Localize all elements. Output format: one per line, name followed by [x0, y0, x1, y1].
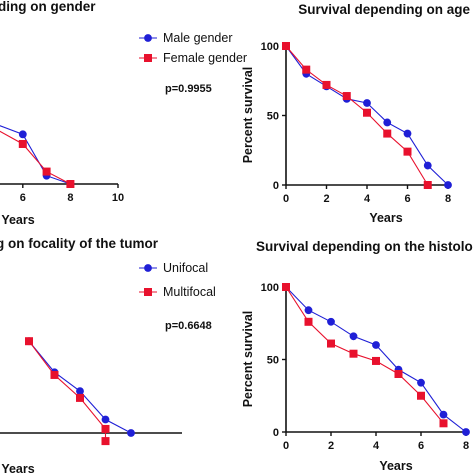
data-point [322, 80, 331, 89]
chart-title: g on focality of the tumor [0, 236, 159, 251]
data-point [372, 356, 380, 365]
data-point [342, 92, 351, 101]
data-point [101, 424, 110, 433]
x-tick-label: 4 [364, 193, 371, 205]
data-point [66, 180, 75, 188]
data-point [25, 337, 33, 346]
data-point [76, 393, 84, 402]
data-point [403, 129, 412, 138]
chart-panel-4: 0 2 4 6 8 0 50 100 Survival depending on the his… [241, 239, 473, 473]
data-point [444, 181, 452, 189]
x-axis-label: Years [1, 213, 34, 227]
chart-title: Survival depending on the histolo [256, 239, 473, 254]
data-point [417, 378, 425, 387]
y-tick-label: 50 [267, 111, 279, 123]
data-point [18, 139, 27, 148]
series-line-2 [0, 130, 71, 185]
x-tick-label: 6 [404, 193, 410, 205]
y-tick-label: 100 [261, 41, 279, 53]
chart-title: pending on gender [0, 0, 96, 14]
p-value-label: p=0.6648 [165, 320, 212, 332]
chart-panel-2: 0 2 4 6 8 0 50 100 Survival depending on age Year… [241, 2, 470, 225]
data-point [304, 317, 313, 326]
data-point [439, 419, 448, 428]
data-point [372, 341, 380, 349]
legend-marker [144, 264, 152, 272]
data-point [394, 370, 403, 378]
legend-marker [144, 34, 152, 42]
data-point [349, 349, 358, 358]
y-tick-label: 100 [261, 282, 279, 294]
data-point [423, 161, 432, 170]
x-axis-label: Years [369, 211, 402, 225]
data-point [439, 410, 448, 419]
series-line-1 [28, 340, 132, 434]
x-tick-label: 0 [283, 193, 289, 205]
y-tick-label: 0 [273, 427, 279, 439]
x-tick-label: 8 [445, 193, 451, 205]
legend-marker [144, 54, 152, 62]
x-tick-label: 0 [283, 440, 289, 452]
data-point [462, 428, 470, 436]
legend-label: Female gender [163, 51, 247, 65]
data-point [304, 306, 313, 315]
x-tick-label: 2 [328, 440, 334, 452]
x-tick-label: 4 [373, 440, 380, 452]
x-tick-label: 6 [20, 192, 26, 204]
y-tick-label: 0 [273, 180, 279, 192]
data-point [101, 415, 110, 424]
data-point [42, 167, 51, 176]
legend-marker [144, 288, 152, 296]
data-point [327, 339, 335, 348]
p-value-label: p=0.9955 [165, 83, 212, 95]
x-tick-label: 10 [112, 192, 124, 204]
y-tick-label: 50 [267, 355, 279, 367]
data-point [127, 429, 135, 437]
data-point [417, 391, 425, 400]
data-point [423, 181, 432, 189]
data-point [363, 108, 371, 117]
data-point [383, 118, 392, 127]
data-point [18, 130, 27, 139]
x-tick-label: 8 [67, 192, 73, 204]
y-axis-label: Percent survival [241, 67, 255, 164]
data-point [349, 332, 358, 341]
series-line-2 [28, 340, 107, 442]
data-point [101, 437, 110, 446]
data-point [50, 370, 59, 379]
y-axis-label: Percent survival [241, 311, 255, 408]
data-point [327, 317, 335, 326]
data-point [76, 387, 84, 396]
data-point [363, 99, 371, 107]
data-point [302, 65, 311, 74]
x-tick-label: 6 [418, 440, 424, 452]
legend-label: Multifocal [163, 285, 216, 299]
legend-label: Male gender [163, 31, 233, 45]
x-tick-label: 8 [463, 440, 469, 452]
data-point [383, 129, 392, 138]
data-point [282, 283, 290, 291]
chart-title: Survival depending on age [298, 2, 470, 17]
data-point [403, 147, 412, 156]
x-axis-label: Years [1, 462, 34, 474]
data-point [282, 42, 290, 50]
x-tick-label: 2 [323, 193, 329, 205]
chart-panel-3: g on focality of the tumor Years Unifocal M… [0, 236, 216, 474]
legend-label: Unifocal [163, 261, 208, 275]
x-axis-label: Years [379, 459, 412, 473]
